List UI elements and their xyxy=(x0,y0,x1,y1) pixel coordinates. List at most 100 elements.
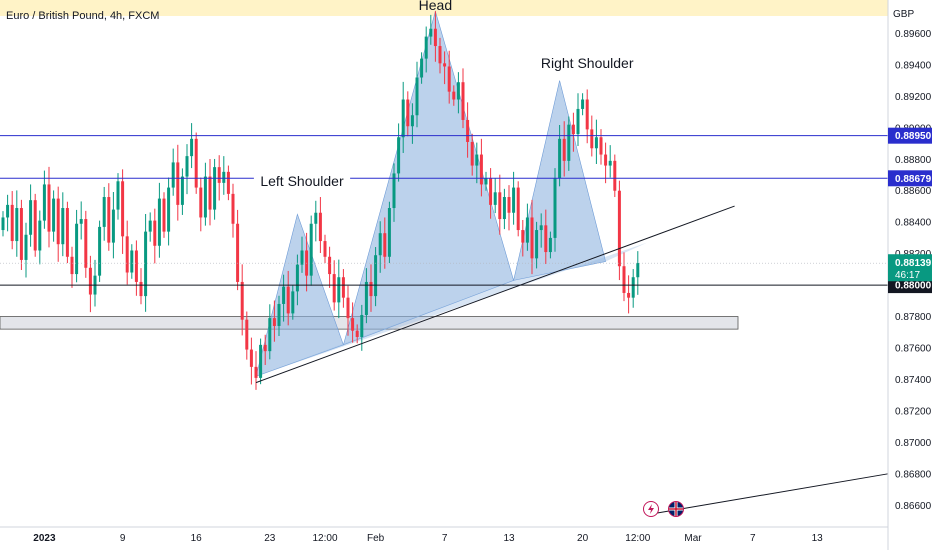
candle-body xyxy=(295,264,299,292)
candle-body xyxy=(309,223,313,276)
projection-trend-line xyxy=(646,473,889,516)
candle-body xyxy=(429,28,433,37)
y-tick-label: 0.86800 xyxy=(895,469,932,480)
candle-body xyxy=(226,171,230,194)
candle-body xyxy=(415,77,419,116)
candle-body xyxy=(208,176,212,210)
candle-body xyxy=(475,154,479,166)
candle-body xyxy=(167,187,171,232)
candle-body xyxy=(590,129,594,149)
candle-body xyxy=(378,233,382,256)
candle-body xyxy=(627,292,631,298)
candle-body xyxy=(539,225,543,231)
candle-body xyxy=(328,256,332,275)
candle-body xyxy=(493,192,497,205)
candle-body xyxy=(29,200,33,235)
x-tick-label: 12:00 xyxy=(312,533,337,544)
candle-body xyxy=(314,212,318,224)
candle-body xyxy=(1,217,5,231)
candle-body xyxy=(525,217,529,243)
candle-body xyxy=(397,137,401,174)
candle-body xyxy=(65,208,69,257)
candle-body xyxy=(374,255,378,297)
candle-body xyxy=(300,250,304,265)
y-tick-label: 0.89200 xyxy=(895,92,932,103)
countdown-text: 46:17 xyxy=(895,270,920,281)
candle-body xyxy=(332,274,336,303)
candle-body xyxy=(553,178,557,238)
candle-body xyxy=(162,198,166,232)
y-tick-label: 0.89600 xyxy=(895,29,932,40)
y-tick-label: 0.88600 xyxy=(895,186,932,197)
candle-body xyxy=(576,108,580,135)
candle-body xyxy=(272,318,276,326)
candle-body xyxy=(470,141,474,166)
candle-body xyxy=(236,223,240,282)
candle-body xyxy=(516,187,520,231)
candle-body xyxy=(636,263,640,278)
candle-body xyxy=(599,137,603,155)
x-tick-label: Mar xyxy=(684,533,702,544)
currency-label: GBP xyxy=(893,9,914,20)
candle-body xyxy=(222,171,226,183)
x-tick-label: 2023 xyxy=(33,533,56,544)
x-tick-label: 20 xyxy=(577,533,589,544)
right-shoulder-label: Right Shoulder xyxy=(541,55,634,71)
candle-body xyxy=(180,176,184,205)
candle-body xyxy=(282,286,286,304)
candle-body xyxy=(489,178,493,205)
candle-body xyxy=(364,281,368,315)
candle-body xyxy=(185,156,189,177)
lightning-glyph xyxy=(648,504,654,514)
candle-body xyxy=(631,277,635,298)
candle-body xyxy=(562,138,566,161)
candle-body xyxy=(456,82,460,100)
candle-body xyxy=(130,250,134,273)
candle-body xyxy=(263,344,267,352)
candle-body xyxy=(401,99,405,138)
candle-body xyxy=(406,99,410,127)
candle-body xyxy=(61,208,65,245)
candle-body xyxy=(199,187,203,218)
candle-body xyxy=(190,138,194,157)
candle-body xyxy=(286,286,290,314)
candle-body xyxy=(433,28,437,47)
candle-body xyxy=(153,220,157,246)
candle-body xyxy=(617,190,621,267)
candle-body xyxy=(33,200,37,251)
candle-body xyxy=(323,241,327,257)
candle-body xyxy=(217,167,221,183)
candle-body xyxy=(585,99,589,130)
candle-body xyxy=(512,187,516,213)
candle-body xyxy=(19,208,23,260)
candle-body xyxy=(38,220,42,251)
neckline-trend-line xyxy=(255,205,735,384)
x-tick-label: 9 xyxy=(120,533,126,544)
candle-body xyxy=(452,91,456,100)
candle-body xyxy=(254,366,258,378)
x-tick-label: 23 xyxy=(264,533,276,544)
candle-body xyxy=(608,160,612,166)
x-tick-label: 7 xyxy=(442,533,448,544)
price-level-tag-text: 0.88000 xyxy=(895,281,932,292)
candle-body xyxy=(530,217,534,259)
header-highlight-band xyxy=(0,0,888,16)
candle-body xyxy=(438,46,442,64)
candle-body xyxy=(102,197,106,227)
candle-body xyxy=(98,226,102,276)
candle-body xyxy=(571,124,575,135)
candle-body xyxy=(392,173,396,209)
candle-body xyxy=(410,115,414,127)
candle-body xyxy=(383,233,387,257)
candle-body xyxy=(277,303,281,326)
candle-body xyxy=(139,281,143,297)
candle-body xyxy=(24,234,28,260)
candle-body xyxy=(144,231,148,297)
candle-body xyxy=(42,184,46,221)
candle-body xyxy=(15,208,19,242)
left-shoulder-label: Left Shoulder xyxy=(260,173,344,189)
current-price-tag xyxy=(888,254,932,282)
candle-body xyxy=(581,99,585,109)
